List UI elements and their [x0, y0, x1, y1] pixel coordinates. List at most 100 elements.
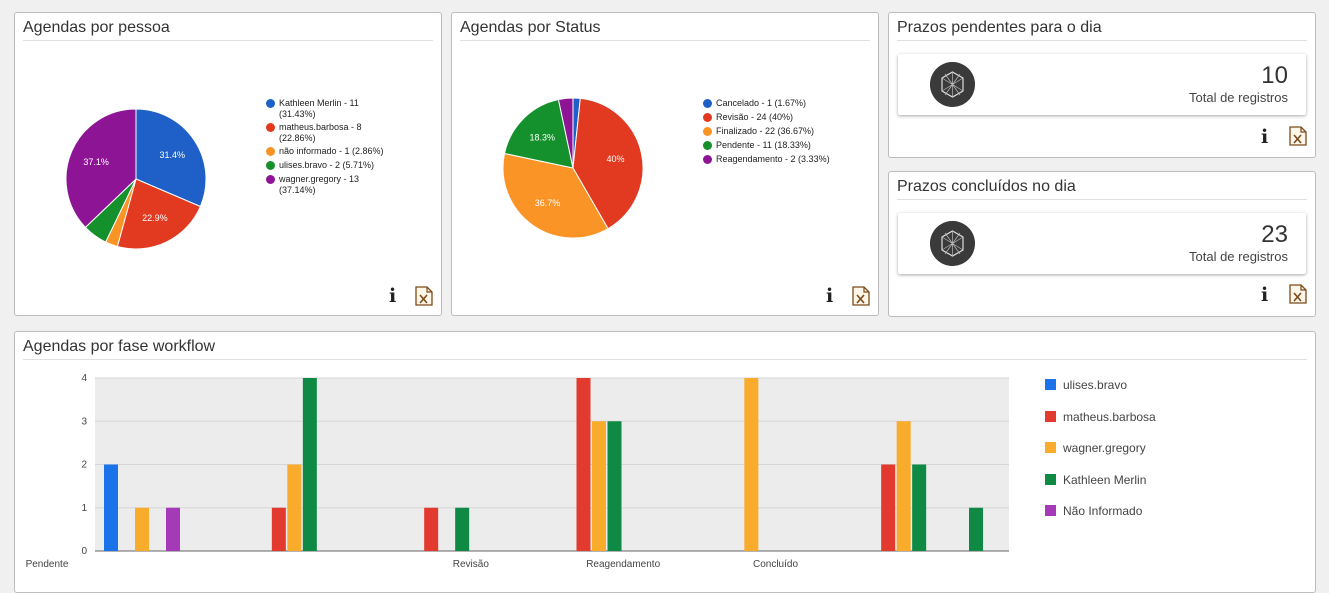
legend-swatch	[1045, 442, 1056, 453]
bar[interactable]	[302, 378, 317, 551]
bar[interactable]	[881, 464, 896, 552]
pie-slice-label: 18.3%	[530, 132, 556, 142]
hexagon-logo-icon	[930, 62, 975, 107]
legend-dot	[266, 123, 275, 132]
y-tick-label: 2	[81, 460, 87, 471]
pie-slice[interactable]	[557, 97, 574, 169]
info-icon[interactable]: i	[1261, 284, 1269, 306]
excel-export-icon[interactable]	[852, 286, 870, 306]
legend-item-line: Kathleen Merlin - 11	[279, 98, 359, 108]
panel-title: Agendas por Status	[460, 19, 870, 41]
legend-dot	[703, 99, 712, 108]
pie-slice-label: 31.4%	[159, 150, 185, 160]
legend-dot	[266, 175, 275, 184]
pie-slice[interactable]	[572, 97, 644, 230]
kpi-label: Total de registros	[1189, 249, 1288, 264]
legend-item[interactable]: wagner.gregory - 13 (37.14%)	[279, 174, 359, 196]
bar[interactable]	[287, 464, 302, 552]
bar[interactable]	[592, 421, 606, 551]
bar[interactable]	[576, 378, 591, 551]
y-tick-label: 1	[81, 503, 87, 514]
info-icon[interactable]: i	[1261, 126, 1269, 148]
legend-swatch	[1045, 505, 1056, 516]
legend-item-line: Pendente - 11 (18.33%)	[716, 140, 811, 150]
excel-export-icon[interactable]	[1289, 126, 1307, 146]
info-icon[interactable]: i	[826, 285, 834, 307]
panel-agendas-por-pessoa: Agendas por pessoa 31.4% 22.9% 37.1% Kathl…	[14, 12, 442, 316]
y-tick-label: 0	[81, 546, 87, 557]
legend-dot	[703, 127, 712, 136]
panel-title: Prazos pendentes para o dia	[897, 19, 1307, 41]
legend-dot	[266, 99, 275, 108]
x-category-label: Pendente	[26, 559, 69, 570]
legend-dot	[703, 155, 712, 164]
panel-prazos-concluidos: Prazos concluídos no dia 23 Total de reg…	[888, 171, 1316, 317]
x-category-label: Revisão	[453, 559, 490, 570]
legend-item[interactable]: Pendente - 11 (18.33%)	[716, 140, 811, 151]
excel-export-icon[interactable]	[1289, 284, 1307, 304]
legend-item-line: (22.86%)	[279, 133, 316, 143]
bar[interactable]	[135, 507, 149, 551]
bar-chart-workflow: 0 1 2 3 4 Pendente Revisão Reagendamento Concluí…	[26, 373, 1009, 570]
legend-item[interactable]: Revisão - 24 (40%)	[716, 112, 793, 123]
pie-slice-label: 37.1%	[83, 157, 109, 167]
pie-slice[interactable]	[135, 108, 207, 208]
pie-slice-label: 40%	[606, 154, 624, 164]
bar[interactable]	[969, 507, 983, 551]
legend-item[interactable]: matheus.barbosa	[1063, 409, 1156, 424]
legend-item-line: Reagendamento - 2 (3.33%)	[716, 154, 830, 164]
kpi-value: 23	[1261, 221, 1288, 248]
pie-slice-label: 22.9%	[142, 213, 168, 223]
legend-item[interactable]: ulises.bravo - 2 (5.71%)	[279, 160, 374, 171]
legend-dot	[266, 161, 275, 170]
kpi-label: Total de registros	[1189, 90, 1288, 105]
bar[interactable]	[455, 507, 470, 551]
bar[interactable]	[104, 464, 118, 552]
legend-item-line: Finalizado - 22 (36.67%)	[716, 126, 815, 136]
legend-item[interactable]: Finalizado - 22 (36.67%)	[716, 126, 814, 137]
bar[interactable]	[271, 507, 286, 551]
y-tick-label: 3	[81, 416, 87, 427]
kpi-card-concluidos: 23 Total de registros	[898, 213, 1306, 274]
legend-swatch	[1045, 410, 1056, 422]
legend-swatch	[1045, 473, 1056, 485]
pie-slice[interactable]	[503, 98, 574, 169]
excel-export-icon[interactable]	[415, 286, 433, 306]
legend-item-line: Cancelado - 1 (1.67%)	[716, 98, 807, 108]
kpi-card-pendentes: 10 Total de registros	[898, 54, 1306, 115]
pie-chart-status: 40% 36.7% 18.3%	[502, 97, 644, 239]
legend-dot	[703, 141, 712, 150]
bar[interactable]	[744, 378, 759, 551]
x-category-label: Reagendamento	[586, 559, 660, 570]
legend-dot	[266, 147, 275, 156]
pie-slice[interactable]	[65, 108, 137, 229]
bar[interactable]	[166, 507, 180, 551]
legend-item-line: (31.43%)	[279, 109, 316, 119]
legend-item[interactable]: matheus.barbosa - 8 (22.86%)	[279, 122, 362, 144]
pie-chart-pessoa: 31.4% 22.9% 37.1%	[65, 108, 207, 250]
panel-agendas-por-status: Agendas por Status 40% 36.7% 18.3% Cancela…	[451, 12, 879, 316]
legend-item[interactable]: Não Informado	[1063, 504, 1143, 518]
panel-agendas-por-fase-workflow: Agendas por fase workflow 0 1 2 3 4 Pendente R…	[14, 331, 1316, 593]
legend-item[interactable]: wagner.gregory	[1063, 441, 1146, 455]
bar[interactable]	[912, 464, 927, 552]
legend-item[interactable]: ulises.bravo	[1063, 378, 1128, 392]
pie-slice[interactable]	[116, 178, 202, 250]
kpi-value: 10	[1261, 62, 1288, 89]
bar[interactable]	[896, 421, 911, 551]
legend-dot	[703, 113, 712, 122]
legend-item[interactable]: Kathleen Merlin - 11 (31.43%)	[279, 98, 359, 120]
panel-title: Agendas por fase workflow	[23, 338, 1307, 360]
legend-item[interactable]: Cancelado - 1 (1.67%)	[716, 98, 806, 109]
legend-item[interactable]: Kathleen Merlin	[1063, 472, 1147, 487]
panel-title: Agendas por pessoa	[23, 19, 433, 41]
hexagon-logo-icon	[930, 221, 975, 266]
pie-slice-label: 36.7%	[535, 198, 561, 208]
bar[interactable]	[607, 421, 622, 551]
legend-item[interactable]: Reagendamento - 2 (3.33%)	[716, 154, 830, 165]
info-icon[interactable]: i	[389, 285, 397, 307]
legend-item[interactable]: não informado - 1 (2.86%)	[279, 146, 384, 157]
bar[interactable]	[424, 507, 439, 551]
pie-slice[interactable]	[502, 152, 609, 239]
legend-item-line: Revisão - 24 (40%)	[716, 112, 794, 122]
